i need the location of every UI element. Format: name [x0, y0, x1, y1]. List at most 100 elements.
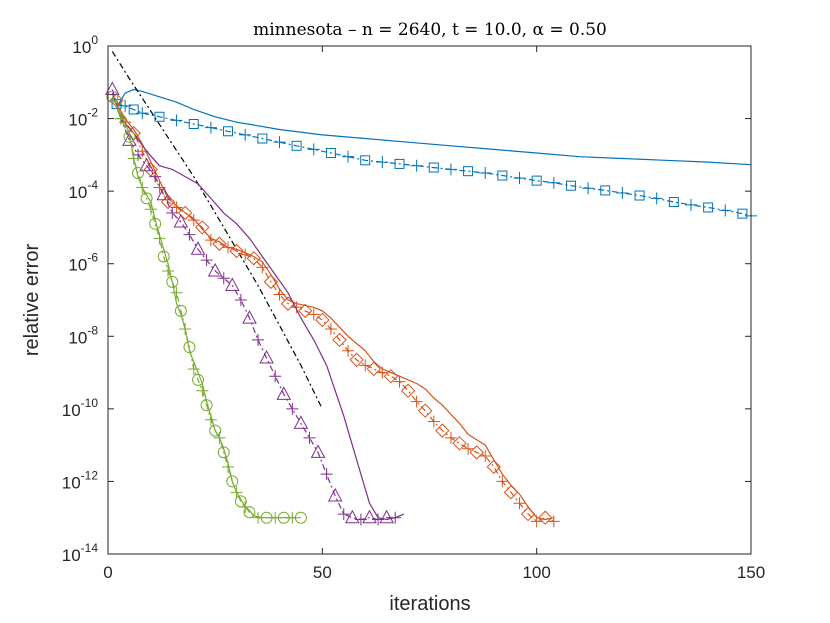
- plus-marker: [320, 468, 333, 481]
- plus-marker: [273, 136, 286, 149]
- square-marker: [223, 126, 234, 137]
- plus-marker: [269, 511, 282, 524]
- plus-marker: [286, 511, 299, 524]
- square-marker: [360, 155, 371, 166]
- plus-marker: [273, 288, 286, 301]
- plus-marker: [342, 150, 355, 163]
- square-marker: [257, 133, 268, 144]
- plus-marker: [144, 203, 157, 216]
- circle-marker: [183, 341, 196, 354]
- chart-title: minnesota – n = 2640, t = 10.0, α = 0.50: [253, 20, 607, 40]
- diamond-marker: [383, 368, 399, 384]
- plus-marker: [444, 431, 457, 444]
- circle-marker: [157, 250, 170, 263]
- series-7: [111, 96, 297, 519]
- plot-frame: [107, 45, 752, 555]
- triangle-marker: [242, 310, 257, 324]
- y-tick-label: 10-6: [68, 251, 98, 275]
- plus-marker: [337, 508, 350, 521]
- square-marker: [428, 162, 439, 173]
- plus-marker: [204, 121, 217, 134]
- series-5: [111, 93, 405, 521]
- circle-marker: [132, 167, 145, 179]
- x-axis-label: iterations: [389, 593, 470, 615]
- plus-marker: [719, 204, 732, 217]
- square-marker: [154, 111, 165, 122]
- triangle-marker: [224, 277, 240, 291]
- x-tick-label: 100: [522, 563, 550, 582]
- circle-marker: [294, 511, 307, 524]
- diamond-marker: [503, 485, 519, 500]
- square-marker: [634, 190, 645, 201]
- square-marker: [463, 166, 474, 177]
- triangle-marker: [207, 262, 223, 277]
- diamond-marker: [246, 251, 261, 266]
- plus-marker: [410, 159, 423, 172]
- plus-marker: [187, 362, 200, 375]
- plus-marker: [359, 359, 372, 372]
- plus-marker: [547, 176, 560, 189]
- plus-marker: [342, 344, 355, 357]
- series-line: [111, 93, 405, 521]
- y-tick-label: 10-14: [62, 541, 99, 565]
- diamond-marker: [538, 510, 553, 525]
- plus-marker: [162, 264, 175, 277]
- plus-marker: [183, 228, 196, 241]
- diamond-marker: [452, 436, 467, 451]
- plus-marker: [290, 301, 303, 314]
- plus-marker: [616, 186, 629, 199]
- plus-marker: [230, 486, 243, 499]
- triangle-marker: [122, 132, 137, 146]
- plus-marker: [196, 384, 209, 397]
- x-tick-label: 0: [103, 563, 112, 582]
- plus-marker: [376, 366, 389, 379]
- plus-marker: [204, 413, 217, 426]
- plus-marker: [393, 375, 406, 388]
- triangle-marker: [276, 386, 292, 400]
- plus-marker: [170, 114, 183, 127]
- series-line: [116, 103, 752, 217]
- plus-marker: [239, 128, 252, 141]
- plus-marker: [252, 333, 265, 346]
- diamond-marker: [229, 243, 244, 259]
- y-tick-label: 10-10: [62, 396, 99, 420]
- series-line: [111, 89, 396, 521]
- y-axis: 100 10-2 10-4 10-6 10-8 10-10 10-12 10-14: [62, 33, 751, 565]
- square-marker: [600, 185, 611, 196]
- triangle-marker: [293, 415, 309, 429]
- diamond-marker: [469, 445, 484, 460]
- x-tick-label: 50: [313, 563, 332, 582]
- diamond-marker: [366, 361, 381, 377]
- plus-marker: [170, 286, 183, 299]
- square-marker: [565, 180, 576, 191]
- diamond-marker: [520, 506, 536, 522]
- plus-marker: [389, 511, 402, 524]
- circle-marker: [174, 304, 187, 317]
- square-marker: [497, 170, 508, 181]
- circle-marker: [192, 373, 205, 386]
- plus-marker: [166, 206, 179, 219]
- triangle-marker: [310, 444, 326, 458]
- plus-marker: [222, 241, 235, 254]
- plus-marker: [269, 370, 282, 383]
- plus-marker: [179, 323, 192, 336]
- plus-marker: [462, 442, 475, 455]
- series-line: [116, 100, 555, 522]
- plus-marker: [153, 232, 166, 245]
- triangle-marker: [345, 509, 360, 524]
- diamond-marker: [297, 303, 313, 319]
- diamond-marker: [177, 205, 193, 221]
- y-tick-label: 10-8: [68, 323, 98, 347]
- series-line: [111, 96, 301, 519]
- diamond-marker: [195, 220, 210, 235]
- plus-marker: [650, 192, 663, 205]
- diamond-marker: [435, 423, 450, 438]
- square-marker: [128, 104, 139, 115]
- triangle-marker: [327, 487, 343, 502]
- diamond-marker: [143, 162, 159, 177]
- plus-marker: [286, 402, 299, 415]
- plus-marker: [427, 415, 440, 428]
- diamond-marker: [486, 459, 502, 475]
- y-tick-label: 10-4: [68, 178, 98, 202]
